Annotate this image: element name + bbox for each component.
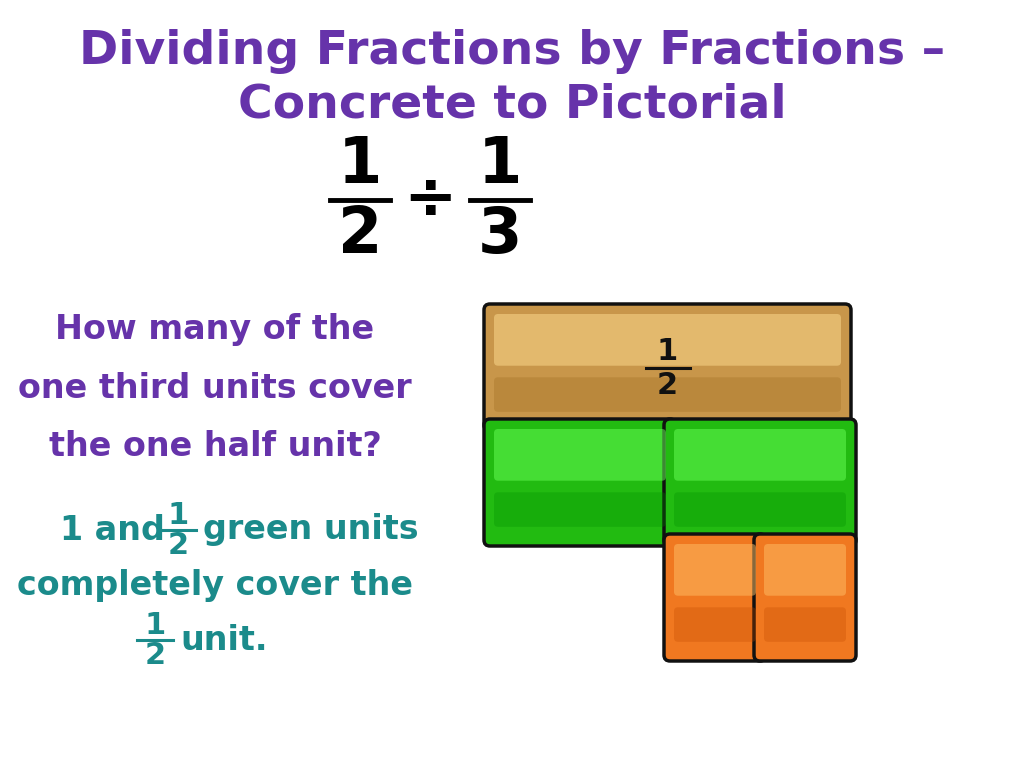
- FancyBboxPatch shape: [484, 419, 676, 546]
- Text: completely cover the: completely cover the: [17, 568, 413, 601]
- FancyBboxPatch shape: [494, 492, 666, 527]
- Text: the one half unit?: the one half unit?: [48, 429, 381, 462]
- FancyBboxPatch shape: [484, 304, 851, 431]
- FancyBboxPatch shape: [674, 429, 846, 481]
- FancyBboxPatch shape: [674, 607, 756, 642]
- Text: 1 and: 1 and: [60, 514, 165, 547]
- Text: 2: 2: [144, 641, 166, 670]
- Text: 1: 1: [167, 502, 188, 531]
- Text: 1: 1: [656, 337, 678, 366]
- FancyBboxPatch shape: [674, 544, 756, 596]
- FancyBboxPatch shape: [664, 534, 766, 661]
- FancyBboxPatch shape: [494, 377, 841, 412]
- Text: Concrete to Pictorial: Concrete to Pictorial: [238, 82, 786, 127]
- Text: 3: 3: [478, 204, 522, 266]
- Text: one third units cover: one third units cover: [18, 372, 412, 405]
- FancyBboxPatch shape: [664, 419, 856, 546]
- Text: Dividing Fractions by Fractions –: Dividing Fractions by Fractions –: [79, 29, 945, 74]
- Text: 2: 2: [338, 204, 382, 266]
- FancyBboxPatch shape: [494, 314, 841, 366]
- FancyBboxPatch shape: [764, 544, 846, 596]
- Text: 1: 1: [144, 611, 166, 641]
- Text: 2: 2: [168, 531, 188, 561]
- Text: ÷: ÷: [403, 169, 457, 231]
- FancyBboxPatch shape: [764, 607, 846, 642]
- Text: green units: green units: [203, 514, 419, 547]
- FancyBboxPatch shape: [754, 534, 856, 661]
- FancyBboxPatch shape: [674, 492, 846, 527]
- Text: 2: 2: [657, 371, 678, 400]
- Text: 1: 1: [338, 134, 382, 196]
- Text: How many of the: How many of the: [55, 313, 375, 346]
- FancyBboxPatch shape: [494, 429, 666, 481]
- Text: 1: 1: [478, 134, 522, 196]
- Text: unit.: unit.: [180, 624, 267, 657]
